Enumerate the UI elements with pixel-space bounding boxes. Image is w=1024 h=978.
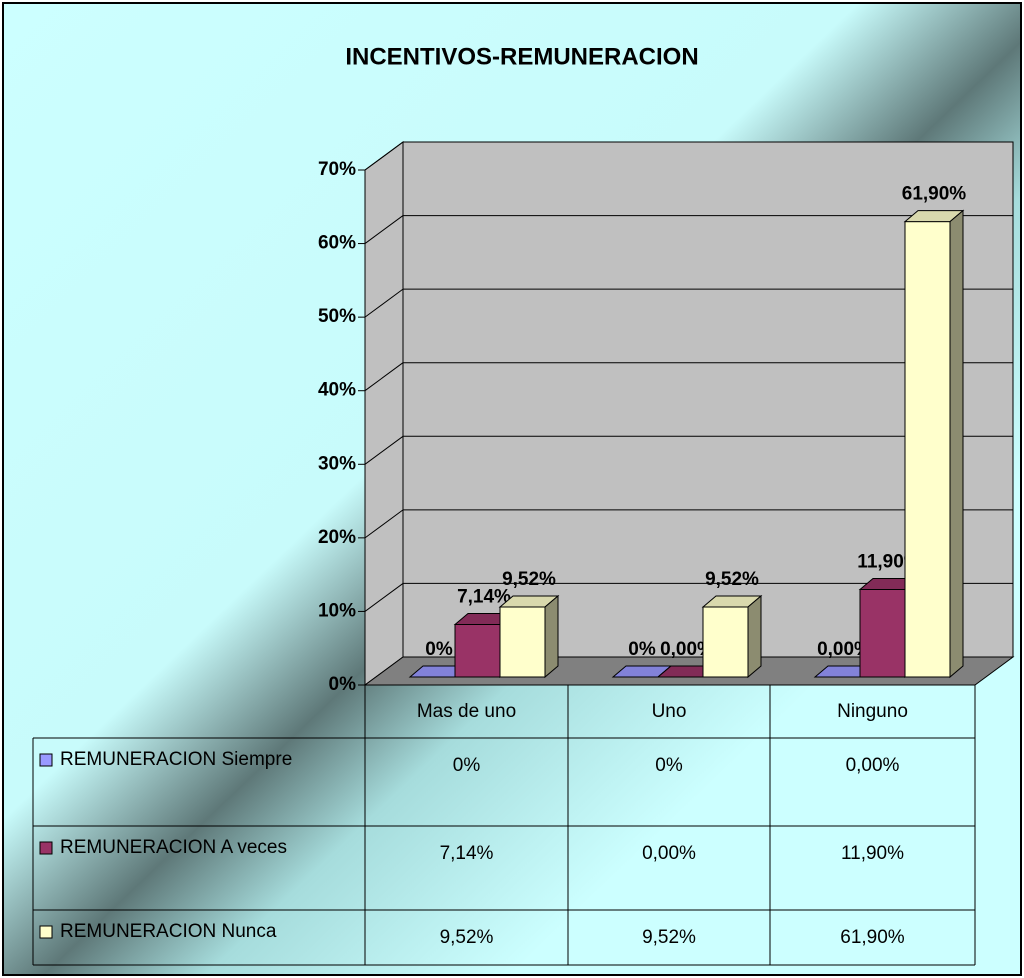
- data-label: 0,00%: [660, 639, 714, 660]
- grid-line: [364, 509, 404, 539]
- data-label: 0%: [628, 639, 656, 660]
- legend-entry-box: REMUNERACION Siempre: [60, 749, 293, 770]
- grid-line: [364, 435, 404, 465]
- y-tick-label: 60%: [318, 233, 356, 254]
- legend-swatch: [39, 925, 53, 939]
- legend-entry: REMUNERACION Siempre: [60, 749, 293, 770]
- y-tick-label: 50%: [318, 306, 356, 327]
- grid: 0% 10% 20% 30% 40% 50% 60% 70%: [318, 141, 1013, 695]
- grid-line: [364, 141, 404, 171]
- y-tick-label: 30%: [318, 453, 356, 474]
- table-cell: 11,90%: [841, 843, 904, 864]
- bar-front: [859, 588, 906, 678]
- legend-swatch: [39, 753, 53, 767]
- table-cell: 9,52%: [642, 927, 696, 948]
- table-cell: 9,52%: [440, 927, 494, 948]
- legend-entry-box: REMUNERACION A veces: [60, 837, 287, 858]
- table-cell: 0,00%: [642, 843, 696, 864]
- x-tick-label: Uno: [652, 701, 687, 722]
- y-tick-label: 0%: [329, 674, 357, 695]
- grid-line: [364, 362, 404, 392]
- data-table: Mas de uno Uno Ninguno REMUNERACION Siempre…: [32, 684, 976, 966]
- grid-line: [364, 288, 404, 318]
- y-tick-label: 20%: [318, 527, 356, 548]
- legend-entry: REMUNERACION A veces: [60, 837, 287, 858]
- legend-entry: REMUNERACION Nunca: [60, 921, 277, 942]
- grid-line: [364, 583, 404, 612]
- bar-front: [454, 623, 501, 678]
- data-label: 61,90%: [902, 184, 967, 205]
- bar: [903, 209, 965, 679]
- table-cell: 61,90%: [840, 927, 905, 948]
- y-tick-label: 40%: [318, 380, 356, 401]
- data-label: 9,52%: [502, 569, 556, 590]
- legend-entry-box: REMUNERACION Nunca: [60, 921, 277, 942]
- x-tick-label: Mas de uno: [417, 701, 516, 722]
- table-cell: 0%: [453, 755, 481, 776]
- data-label: 0,00%: [817, 639, 871, 660]
- table-cell: 7,14%: [440, 843, 494, 864]
- y-tick-label: 10%: [318, 600, 356, 621]
- bar-front: [904, 221, 951, 678]
- bar: [701, 594, 763, 679]
- table-cell: 0,00%: [846, 755, 900, 776]
- x-tick-label: Ninguno: [837, 701, 908, 722]
- y-tick-label: 70%: [318, 159, 356, 180]
- bar-side: [747, 594, 762, 679]
- grid-line: [364, 215, 404, 244]
- bar-side: [949, 209, 964, 679]
- legend-swatch: [39, 841, 53, 855]
- data-label: 7,14%: [457, 586, 511, 607]
- data-label: 9,52%: [705, 569, 759, 590]
- data-label: 0%: [425, 639, 453, 660]
- chart-title: INCENTIVOS-REMUNERACION: [345, 43, 698, 70]
- table-cell: 0%: [655, 755, 683, 776]
- bar-front: [702, 606, 749, 678]
- bar: [498, 594, 560, 679]
- bars: 0%7,14%9,52%0% 0,00%9,52%0,00%11,90%61,90…: [408, 184, 967, 679]
- bar-side: [544, 594, 559, 679]
- side-wall: [364, 141, 404, 686]
- bar-front: [499, 606, 546, 678]
